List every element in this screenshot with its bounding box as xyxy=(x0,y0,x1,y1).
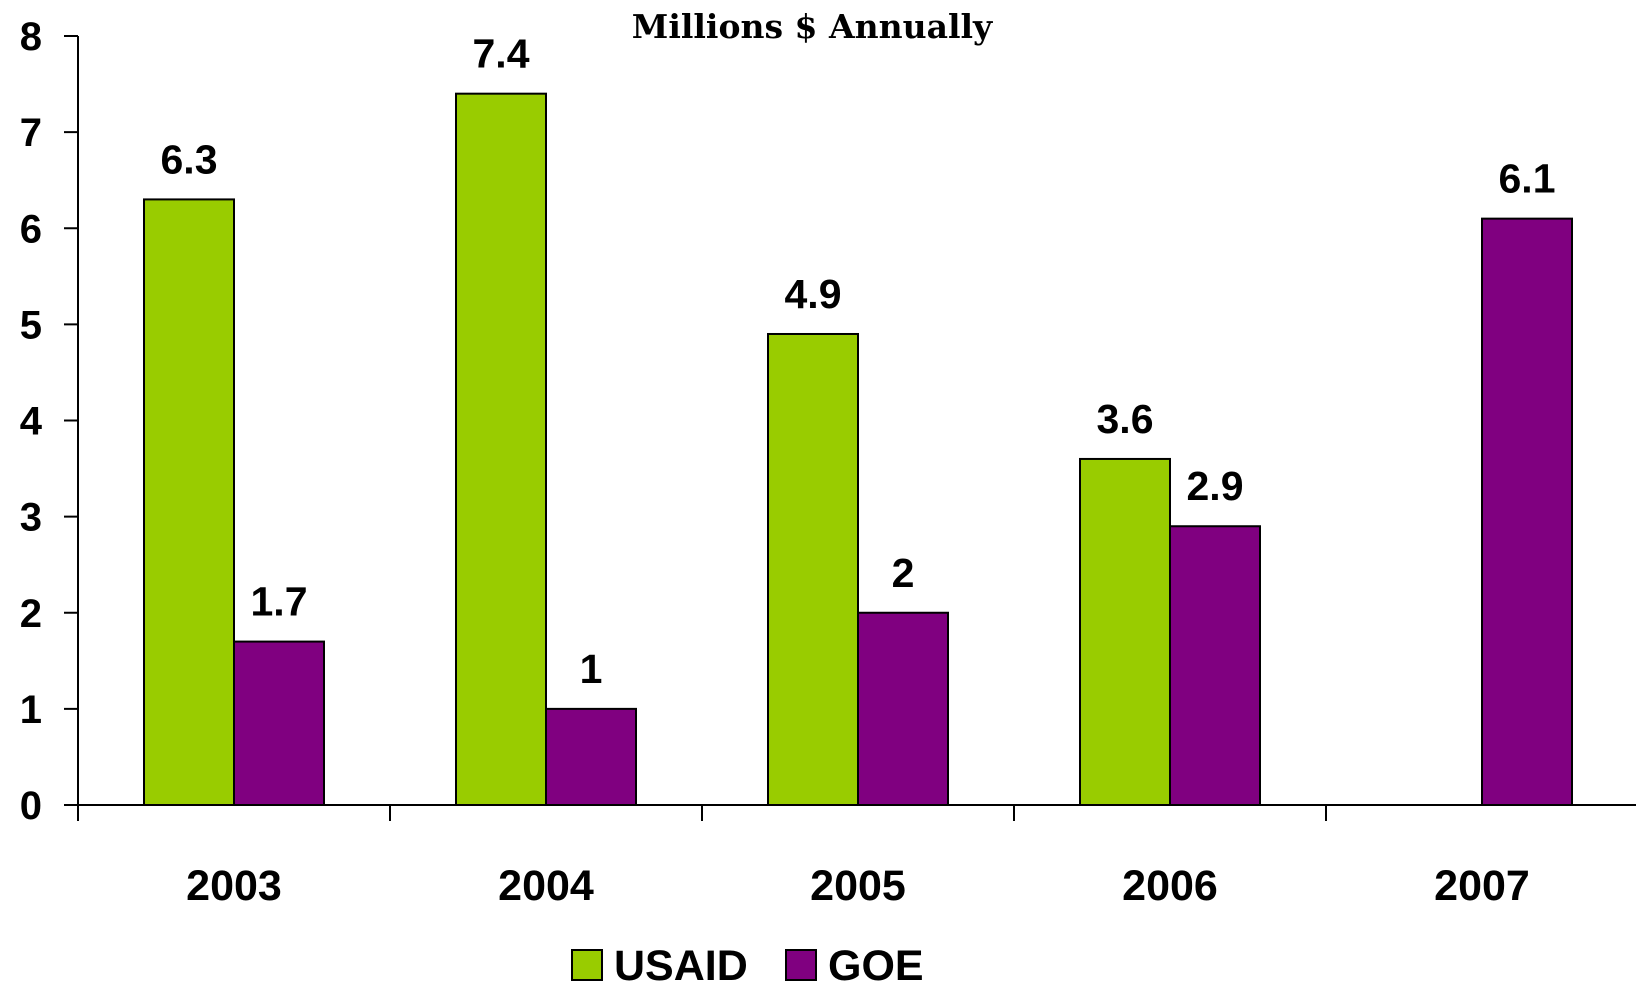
y-tick-label: 7 xyxy=(20,111,42,155)
bar-usaid-2003 xyxy=(143,198,235,807)
legend-swatch-usaid xyxy=(571,949,603,981)
bar-goe-2006 xyxy=(1169,525,1261,806)
data-labels: 6.3 1.7 7.4 1 4.9 2 3.6 2.9 6.1 xyxy=(161,31,1556,692)
data-label-usaid-2006: 3.6 xyxy=(1097,396,1154,442)
data-label-goe-2007: 6.1 xyxy=(1499,156,1556,202)
bar-usaid-2006 xyxy=(1079,457,1171,806)
legend-label-goe: GOE xyxy=(828,942,924,990)
bar-goe-2005 xyxy=(857,611,949,806)
y-tick-label: 0 xyxy=(20,784,42,828)
y-tick-label: 6 xyxy=(20,207,42,251)
x-tick-label: 2007 xyxy=(1434,862,1530,910)
data-label-goe-2005: 2 xyxy=(892,550,915,596)
chart-title: Millions $ Annually xyxy=(632,7,993,46)
data-label-goe-2004: 1 xyxy=(580,646,603,692)
x-tick-label: 2004 xyxy=(498,862,594,910)
bar-goe-2003 xyxy=(233,640,325,807)
bars xyxy=(143,92,1573,807)
x-tick-label: 2005 xyxy=(810,862,906,910)
data-label-usaid-2005: 4.9 xyxy=(785,271,842,317)
bar-usaid-2005 xyxy=(767,332,859,806)
bar-goe-2007 xyxy=(1481,217,1573,806)
y-tick-label: 3 xyxy=(20,496,42,540)
y-tick-label: 1 xyxy=(20,688,42,732)
bar-usaid-2004 xyxy=(455,92,547,807)
axes: 0 1 2 3 4 5 6 7 8 2003 2004 2005 2006 2007 xyxy=(20,15,1636,910)
data-label-goe-2003: 1.7 xyxy=(251,579,308,625)
x-tick-label: 2003 xyxy=(186,862,282,910)
y-tick-label: 2 xyxy=(20,592,42,636)
data-label-goe-2006: 2.9 xyxy=(1187,463,1244,509)
y-tick-label: 5 xyxy=(20,303,42,347)
legend: USAID GOE xyxy=(571,942,924,990)
bar-goe-2004 xyxy=(545,707,637,806)
y-tick-label: 8 xyxy=(20,15,42,59)
data-label-usaid-2004: 7.4 xyxy=(473,31,530,77)
legend-swatch-goe xyxy=(785,949,817,981)
data-label-usaid-2003: 6.3 xyxy=(161,136,218,182)
y-tick-label: 4 xyxy=(20,400,43,444)
legend-label-usaid: USAID xyxy=(614,942,748,990)
x-tick-label: 2006 xyxy=(1122,862,1218,910)
